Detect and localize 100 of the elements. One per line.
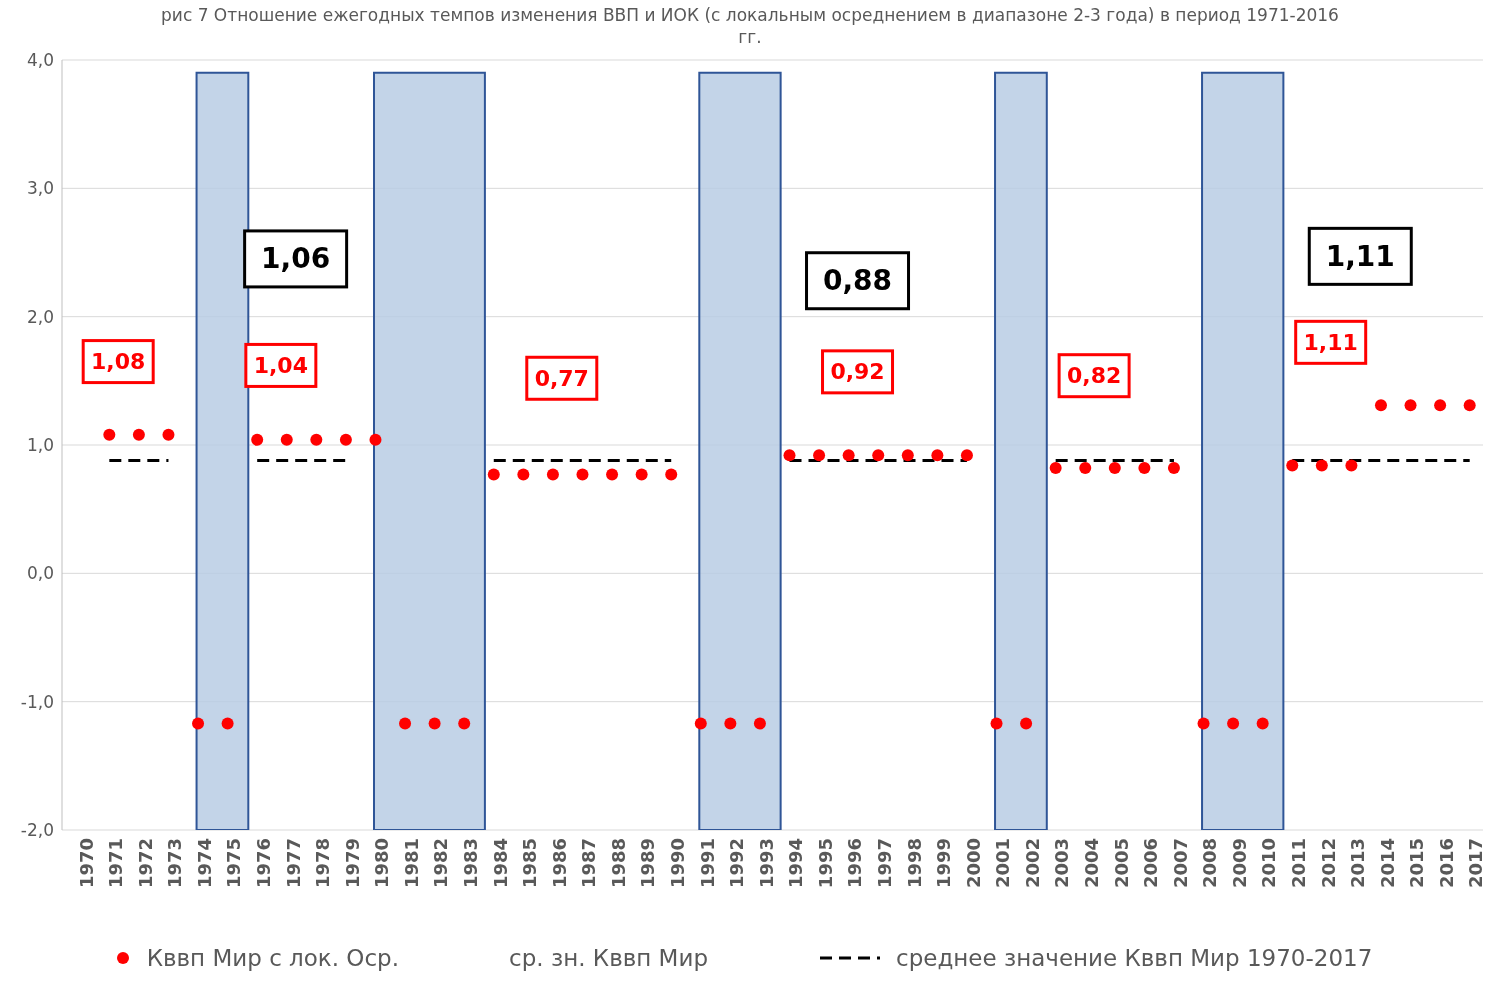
x-tick-label: 1997	[874, 838, 895, 889]
x-tick-label: 1987	[578, 838, 600, 889]
x-tick-label: 1989	[637, 838, 659, 889]
x-tick-label: 1981	[400, 838, 422, 889]
point	[901, 449, 914, 462]
x-tick-label: 1999	[933, 838, 955, 889]
x-tick-label: 2005	[1110, 838, 1132, 889]
point	[1374, 399, 1387, 412]
point	[192, 717, 205, 730]
point	[783, 449, 796, 462]
x-tick-label: 1977	[282, 838, 304, 889]
x-tick-label: 1979	[341, 838, 363, 889]
point	[842, 449, 855, 462]
point	[399, 717, 412, 730]
x-tick-label: 1990	[666, 838, 688, 889]
point	[1049, 462, 1062, 475]
x-tick-label: 1996	[844, 838, 866, 889]
point	[872, 449, 885, 462]
point	[635, 468, 648, 481]
point	[546, 468, 559, 481]
x-tick-label: 2002	[1021, 838, 1043, 889]
x-tick-label: 2015	[1406, 838, 1428, 889]
x-tick-label: 1980	[371, 838, 393, 889]
point	[1020, 717, 1033, 730]
x-tick-label: 2014	[1376, 838, 1398, 889]
x-tick-label: 1995	[814, 838, 836, 889]
x-tick-label: 2000	[962, 838, 984, 889]
y-tick-label: -2,0	[20, 820, 54, 841]
legend-label: среднее значение Кввп Мир 1970-2017	[895, 945, 1373, 971]
point	[813, 449, 826, 462]
y-tick-label: 1,0	[26, 435, 54, 456]
x-tick-label: 1972	[134, 838, 156, 889]
annotation: 1,11	[1303, 329, 1358, 355]
point	[694, 717, 707, 730]
x-tick-label: 2017	[1465, 838, 1485, 889]
annotation: 1,08	[91, 349, 146, 375]
point	[1286, 459, 1299, 472]
chart-title: рис 7 Отношение ежегодных темпов изменения ВВП и ИОК (с локальным осреднением в диапазоне 2-3 года) в период 1971-2016 гг.	[160, 4, 1340, 48]
point	[1138, 462, 1151, 475]
point	[1463, 399, 1476, 412]
point	[606, 468, 619, 481]
x-tick-label: 1992	[726, 838, 748, 889]
point	[665, 468, 678, 481]
point	[339, 433, 352, 446]
point	[1404, 399, 1417, 412]
y-tick-label: 0,0	[26, 563, 54, 584]
annotation: 1,06	[261, 242, 331, 276]
point	[487, 468, 500, 481]
point	[1079, 462, 1092, 475]
x-tick-label: 1994	[785, 838, 807, 889]
x-tick-label: 1971	[105, 838, 127, 889]
point	[1227, 717, 1240, 730]
point	[990, 717, 1003, 730]
x-tick-label: 2009	[1228, 838, 1250, 889]
x-tick-label: 2008	[1199, 838, 1221, 889]
x-tick-label: 2011	[1288, 838, 1310, 889]
x-tick-label: 1983	[459, 838, 481, 889]
x-tick-label: 1998	[903, 838, 925, 889]
x-tick-label: 1984	[489, 838, 511, 889]
x-tick-label: 2004	[1081, 838, 1103, 889]
point	[103, 428, 116, 441]
point	[1197, 717, 1210, 730]
point	[1345, 459, 1358, 472]
x-tick-label: 2013	[1347, 838, 1369, 889]
annotation: 0,77	[534, 365, 589, 391]
point	[1256, 717, 1269, 730]
annotation: 0,92	[830, 359, 885, 385]
text: ср. зн. Кввп Мир	[509, 945, 708, 971]
point	[251, 433, 264, 446]
x-tick-label: 1986	[548, 838, 570, 889]
annotation: 1,04	[253, 352, 308, 378]
x-tick-label: 1973	[164, 838, 186, 889]
point	[221, 717, 234, 730]
point	[310, 433, 323, 446]
point	[1315, 459, 1328, 472]
point	[280, 433, 293, 446]
y-tick-label: -1,0	[20, 691, 54, 712]
x-tick-label: 2010	[1258, 838, 1280, 889]
x-tick-label: 2003	[1051, 838, 1073, 889]
annotation: 0,88	[822, 264, 893, 298]
x-tick-label: 1991	[696, 838, 718, 889]
x-tick-label: 1988	[607, 838, 629, 889]
point	[576, 468, 589, 481]
x-tick-label: 1982	[430, 838, 452, 889]
x-tick-label: 1974	[193, 838, 215, 889]
point	[428, 717, 441, 730]
x-tick-label: 2007	[1169, 838, 1191, 889]
x-tick-label: 2016	[1435, 838, 1457, 889]
x-tick-label: 1993	[755, 838, 777, 889]
point	[458, 717, 471, 730]
point	[931, 449, 944, 462]
point	[162, 428, 175, 441]
x-tick-label: 2012	[1317, 838, 1339, 889]
point	[724, 717, 737, 730]
legend-label: Кввп Мир с лок. Оср.	[146, 945, 400, 971]
point	[1167, 462, 1180, 475]
x-tick-label: 1970	[75, 838, 97, 889]
point	[517, 468, 530, 481]
y-tick-label: 3,0	[26, 178, 54, 199]
x-tick-label: 1985	[519, 838, 541, 889]
